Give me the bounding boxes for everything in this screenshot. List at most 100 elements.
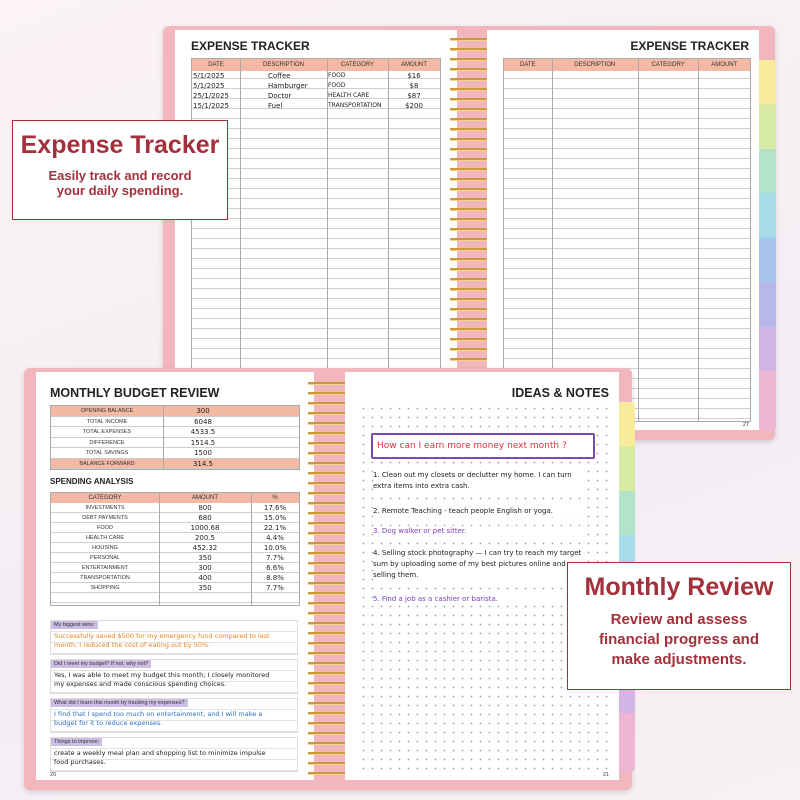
spending-cell: HOUSING — [92, 545, 118, 551]
spending-cell: PERSONAL — [90, 555, 120, 561]
idea-list: 1. Clean out my closets or declutter my … — [373, 470, 587, 730]
left-page: MONTHLY BUDGET REVIEW OPENING BALANCE 300… — [36, 372, 314, 780]
column-header: DESCRIPTION — [551, 59, 638, 71]
spending-cell: INVESTMENTS — [85, 505, 125, 511]
summary-label: TOTAL SAVINGS — [85, 450, 129, 456]
prompt-question: My biggest wins: — [51, 621, 98, 629]
expense-cell: FOOD — [328, 82, 346, 89]
page-title: EXPENSE TRACKER — [630, 39, 749, 53]
expense-cell: HEALTH CARE — [328, 92, 370, 99]
prompts: My biggest wins: Successfully saved $500 … — [50, 620, 298, 772]
question-box: How can I earn more money next month ? — [371, 433, 595, 459]
spending-cell: 7.7% — [266, 554, 284, 562]
expense-cell: $200 — [405, 102, 423, 110]
spending-cell: 22.1% — [263, 524, 287, 532]
spending-cell: 6.6% — [266, 564, 284, 572]
expense-cell: Doctor — [268, 92, 292, 100]
callout: Expense Tracker Easily track and record … — [12, 120, 228, 220]
expense-cell: 5/1/2025 — [193, 72, 225, 80]
color-tabs — [758, 60, 776, 430]
column-divider — [240, 59, 241, 421]
column-header: DESCRIPTION — [240, 59, 327, 71]
page-title: IDEAS & NOTES — [511, 386, 609, 400]
summary-row — [51, 416, 299, 427]
summary-row — [51, 437, 299, 448]
summary-table: OPENING BALANCE 300 TOTAL INCOME 6048 TOTAL … — [50, 405, 300, 470]
spending-cell: 15.0% — [263, 514, 287, 522]
spending-cell: DEBT PAYMENTS — [82, 515, 128, 521]
spending-cell: 8.8% — [266, 574, 284, 582]
callout-title: Monthly Review — [584, 573, 774, 601]
spending-cell: 300 — [198, 564, 212, 572]
spending-cell: TRANSPORTATION — [80, 575, 130, 581]
expense-cell: 25/1/2025 — [193, 92, 229, 100]
column-divider — [159, 493, 160, 605]
prompt-answer: I find that I spend too much on entertai… — [54, 710, 263, 727]
column-divider — [551, 59, 553, 421]
summary-label: TOTAL EXPENSES — [82, 429, 132, 435]
summary-value: 4533.5 — [190, 428, 216, 436]
summary-value: 1500 — [194, 449, 212, 457]
page-number: 27 — [742, 422, 749, 428]
summary-value: 1514.5 — [190, 438, 216, 447]
section-title: SPENDING ANALYSIS — [50, 477, 134, 486]
page-number: 20 — [50, 772, 57, 778]
column-header: DATE — [192, 59, 240, 71]
expense-cell: Coffee — [268, 72, 291, 80]
column-divider — [388, 59, 389, 421]
expense-table: DATE DESCRIPTION CATEGORY AMOUNT 5/1/2025 Cof… — [191, 58, 441, 422]
summary-label: TOTAL INCOME — [86, 418, 128, 425]
idea-item: 5. Find a job as a cashier or barista. — [373, 594, 583, 605]
summary-label: OPENING BALANCE — [80, 408, 134, 414]
prompt-answer: create a weekly meal plan and shopping l… — [54, 749, 266, 766]
spending-cell: 7.7% — [266, 584, 284, 592]
spending-cell: 680 — [198, 514, 212, 522]
column-header: CATEGORY — [327, 59, 388, 71]
column-header: DATE — [504, 59, 552, 71]
summary-value: 6048 — [194, 417, 212, 426]
callout-text: Easily track and record your daily spend… — [48, 168, 192, 198]
column-divider — [327, 59, 328, 421]
expense-cell: $87 — [407, 92, 421, 100]
expense-cell: TRANSPORTATION — [328, 102, 382, 109]
left-page: EXPENSE TRACKER DATE DESCRIPTION CATEGORY A… — [175, 30, 457, 430]
spending-cell: 17.6% — [263, 504, 287, 512]
spending-cell: SHOPPING — [90, 585, 120, 591]
summary-row — [51, 458, 299, 469]
summary-label: BALANCE FORWARD — [79, 460, 135, 467]
idea-item: 3. Dog walker or pet sitter. — [373, 526, 583, 537]
spending-cell: 1000.68 — [190, 524, 220, 532]
idea-item: 4. Selling stock photography — I can try… — [373, 548, 583, 581]
page-title: EXPENSE TRACKER — [191, 39, 310, 53]
column-divider — [698, 59, 700, 421]
spending-cell: 800 — [198, 504, 212, 512]
summary-row — [51, 427, 299, 438]
spiral-binding — [450, 34, 490, 428]
column-header: CATEGORY — [51, 493, 159, 503]
column-divider — [163, 406, 164, 469]
expense-cell: Fuel — [268, 102, 283, 110]
expense-cell: Hamburger — [268, 82, 308, 90]
spending-cell: ENTERTAINMENT — [81, 565, 129, 571]
callout: Monthly Review Review and assess financi… — [567, 562, 791, 690]
spending-cell: 350 — [198, 554, 212, 562]
column-header: AMOUNT — [698, 59, 750, 71]
column-divider — [637, 59, 639, 421]
spending-table: CATEGORY AMOUNT% INVESTMENTS 800 17.6% DEBT P… — [50, 492, 300, 606]
expense-cell: $8 — [409, 82, 419, 90]
spiral-binding — [308, 378, 348, 776]
page-title: MONTHLY BUDGET REVIEW — [50, 386, 220, 400]
spending-cell: 200.5 — [194, 534, 216, 542]
prompt-question: Things to improve: — [51, 738, 103, 746]
question: How can I earn more money next month ? — [377, 441, 567, 451]
summary-row — [51, 448, 299, 459]
column-header: % — [251, 493, 299, 503]
summary-label: DIFFERENCE — [89, 439, 125, 446]
column-divider — [251, 493, 252, 605]
summary-value: 300 — [196, 407, 210, 415]
callout-text: Review and assess financial progress and… — [598, 611, 760, 668]
prompt-question: Did I meet my budget? If not, why not? — [51, 660, 152, 668]
spending-cell: 10.0% — [263, 544, 287, 552]
prompt-answer: Successfully saved $500 for my emergency… — [54, 632, 270, 649]
